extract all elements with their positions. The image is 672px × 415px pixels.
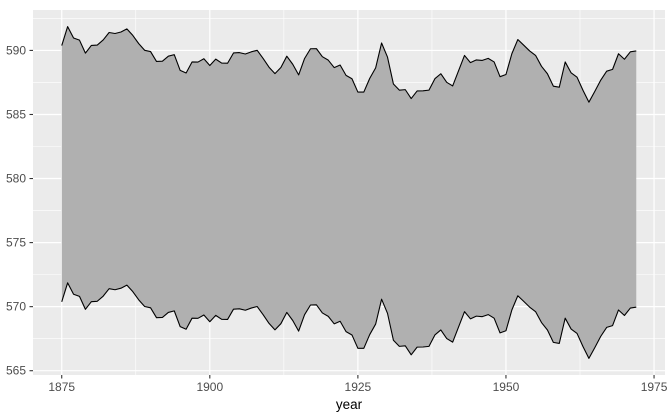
ribbon-lower-line bbox=[61, 282, 637, 359]
y-axis-tick-label: 570 bbox=[6, 300, 26, 314]
x-axis-tick-label: 1875 bbox=[48, 380, 75, 394]
y-axis-tick-label: 590 bbox=[6, 43, 26, 57]
x-axis-tick-label: 1975 bbox=[641, 380, 668, 394]
x-axis-tick-label: 1950 bbox=[493, 380, 520, 394]
y-axis-tick-label: 565 bbox=[6, 364, 26, 378]
ribbon-upper-line bbox=[61, 26, 637, 103]
ribbon-area bbox=[61, 26, 637, 359]
y-axis-tick-label: 580 bbox=[6, 172, 26, 186]
y-axis-tick-label: 585 bbox=[6, 107, 26, 121]
x-axis-tick-label: 1900 bbox=[196, 380, 223, 394]
y-axis-tick-label: 575 bbox=[6, 236, 26, 250]
x-axis-title: year bbox=[336, 397, 363, 412]
x-axis-tick-label: 1925 bbox=[345, 380, 372, 394]
